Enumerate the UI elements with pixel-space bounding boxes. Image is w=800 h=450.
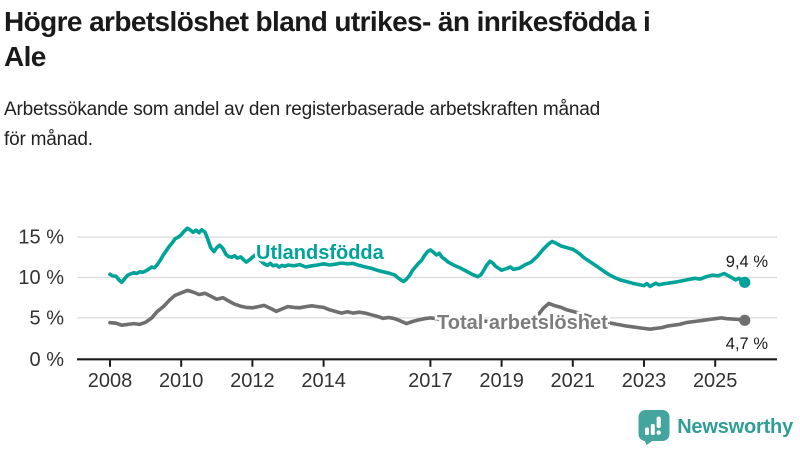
series-end-dot-utlandsf-dda	[739, 276, 751, 288]
y-axis-tick-label: 10 %	[18, 267, 64, 289]
bar-chart-speech-bubble-icon	[638, 410, 670, 445]
x-axis-tick-label: 2017	[408, 370, 453, 392]
newsworthy-logo[interactable]: Newsworthy	[638, 409, 793, 445]
series-line-utlandsf-dda	[108, 226, 747, 289]
x-axis-tick-label: 2008	[88, 370, 133, 392]
brand-name: Newsworthy	[677, 415, 793, 438]
x-axis-tick-label: 2025	[693, 370, 738, 392]
series-end-dot-total-arbetsl-shet	[739, 314, 751, 326]
subtitle-line-2: för månad.	[4, 129, 93, 150]
y-axis-tick-label: 5 %	[30, 307, 65, 329]
x-axis-tick-label: 2010	[159, 370, 204, 392]
x-axis-tick-label: 2014	[301, 370, 346, 392]
series-line-total-arbetsl-shet	[108, 288, 747, 332]
y-axis-tick-label: 15 %	[18, 227, 64, 249]
series-end-value-total-arbetsl-shet: 4,7 %	[726, 335, 769, 353]
chart-header: Högre arbetslöshet bland utrikes- än inr…	[4, 0, 796, 155]
series-label-total-arbetsl-shet: Total arbetslöshet	[437, 312, 608, 334]
title-line-1: Högre arbetslöshet bland utrikes- än inr…	[4, 6, 651, 37]
series-end-value-utlandsf-dda: 9,4 %	[726, 253, 769, 271]
subtitle-line-1: Arbetssökande som andel av den registerb…	[4, 99, 601, 120]
title-line-2: Ale	[4, 41, 46, 72]
x-axis-tick-label: 2019	[479, 370, 524, 392]
page-title: Högre arbetslöshet bland utrikes- än inr…	[4, 4, 796, 74]
y-axis-tick-label: 0 %	[30, 349, 65, 371]
x-axis-tick-label: 2021	[551, 370, 596, 392]
series-label-utlandsf-dda: Utlandsfödda	[256, 242, 385, 264]
x-axis-tick-label: 2012	[230, 370, 275, 392]
chart-subtitle: Arbetssökande som andel av den registerb…	[4, 95, 796, 155]
x-axis-tick-label: 2023	[622, 370, 667, 392]
